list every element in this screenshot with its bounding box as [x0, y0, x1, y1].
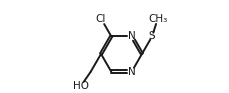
Text: S: S	[149, 31, 155, 41]
Text: Cl: Cl	[96, 14, 106, 24]
Text: N: N	[128, 67, 136, 77]
Text: CH₃: CH₃	[148, 14, 167, 24]
Text: N: N	[128, 31, 136, 41]
Text: HO: HO	[73, 81, 89, 92]
